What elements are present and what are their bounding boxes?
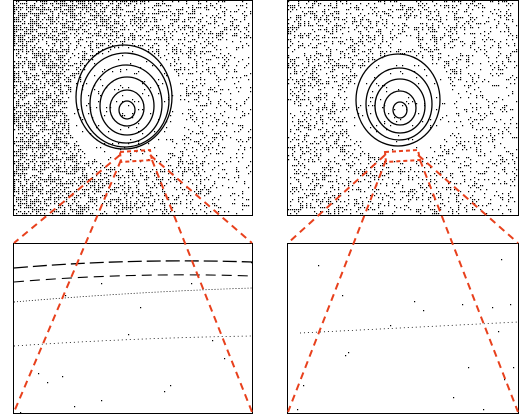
- frames: [14, 1, 519, 414]
- zoom-left-lines: [14, 261, 252, 346]
- noise-layer: [14, 1, 517, 413]
- zoom-box: [385, 150, 420, 162]
- rings-right: [356, 54, 440, 146]
- sparse-dots-left: [20, 262, 252, 413]
- dotted-contour: [14, 288, 252, 302]
- rings-left: [76, 45, 172, 149]
- dotted-contour: [300, 322, 518, 333]
- zoom-connectors: [14, 150, 518, 412]
- noise-right: [288, 1, 517, 214]
- noise-left: [14, 1, 251, 214]
- ring: [119, 101, 135, 119]
- zoom-right-lines: [300, 322, 518, 333]
- panel-frame: [288, 244, 519, 414]
- connector: [152, 160, 252, 412]
- dotted-contour: [14, 336, 252, 346]
- ring: [110, 90, 144, 126]
- sparse-dots-right: [297, 259, 514, 410]
- connector: [420, 160, 518, 412]
- connector: [14, 160, 121, 412]
- zoom-box: [120, 150, 152, 162]
- dashed-contour: [14, 275, 252, 282]
- dashed-contour: [14, 261, 252, 268]
- ring: [81, 53, 169, 147]
- figure: [0, 0, 523, 419]
